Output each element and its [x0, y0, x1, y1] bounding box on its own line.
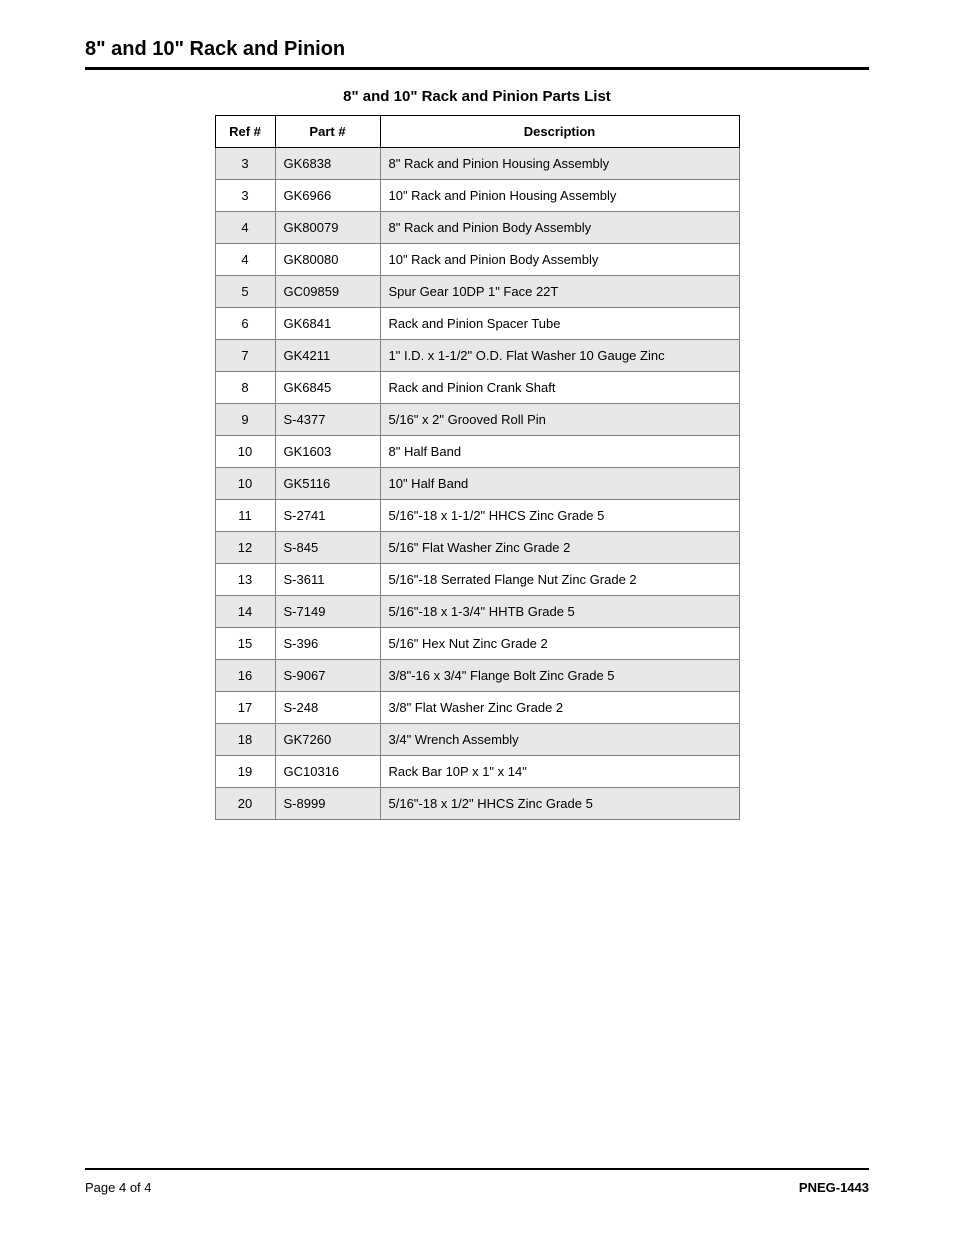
cell-part: GK6838 [275, 148, 380, 180]
table-row: 3GK68388" Rack and Pinion Housing Assemb… [215, 148, 739, 180]
page-title: 8" and 10" Rack and Pinion [85, 38, 869, 61]
cell-part: S-2741 [275, 500, 380, 532]
cell-part: S-8999 [275, 788, 380, 820]
cell-desc: Rack Bar 10P x 1" x 14" [380, 756, 739, 788]
cell-ref: 6 [215, 308, 275, 340]
cell-ref: 3 [215, 180, 275, 212]
cell-part: GK6841 [275, 308, 380, 340]
cell-desc: 8" Rack and Pinion Body Assembly [380, 212, 739, 244]
cell-ref: 5 [215, 276, 275, 308]
table-row: 4GK800798" Rack and Pinion Body Assembly [215, 212, 739, 244]
cell-part: S-845 [275, 532, 380, 564]
cell-part: GK4211 [275, 340, 380, 372]
col-header-part: Part # [275, 116, 380, 148]
cell-part: S-3611 [275, 564, 380, 596]
cell-desc: 3/8"-16 x 3/4" Flange Bolt Zinc Grade 5 [380, 660, 739, 692]
table-row: 11S-27415/16"-18 x 1-1/2" HHCS Zinc Grad… [215, 500, 739, 532]
cell-part: GC09859 [275, 276, 380, 308]
cell-ref: 4 [215, 212, 275, 244]
cell-part: GK6845 [275, 372, 380, 404]
table-row: 4GK8008010" Rack and Pinion Body Assembl… [215, 244, 739, 276]
col-header-desc: Description [380, 116, 739, 148]
cell-ref: 14 [215, 596, 275, 628]
page-header: 8" and 10" Rack and Pinion [85, 38, 869, 70]
col-header-ref: Ref # [215, 116, 275, 148]
cell-desc: 5/16" Flat Washer Zinc Grade 2 [380, 532, 739, 564]
table-row: 13S-36115/16"-18 Serrated Flange Nut Zin… [215, 564, 739, 596]
cell-ref: 8 [215, 372, 275, 404]
cell-desc: 10" Half Band [380, 468, 739, 500]
cell-desc: 8" Rack and Pinion Housing Assembly [380, 148, 739, 180]
cell-ref: 10 [215, 436, 275, 468]
table-title: 8" and 10" Rack and Pinion Parts List [85, 88, 869, 105]
table-row: 18GK72603/4" Wrench Assembly [215, 724, 739, 756]
table-row: 7GK42111" I.D. x 1-1/2" O.D. Flat Washer… [215, 340, 739, 372]
cell-ref: 17 [215, 692, 275, 724]
table-body: 3GK68388" Rack and Pinion Housing Assemb… [215, 148, 739, 820]
cell-ref: 16 [215, 660, 275, 692]
cell-desc: 3/8" Flat Washer Zinc Grade 2 [380, 692, 739, 724]
cell-desc: 5/16"-18 x 1-1/2" HHCS Zinc Grade 5 [380, 500, 739, 532]
cell-desc: 5/16" Hex Nut Zinc Grade 2 [380, 628, 739, 660]
table-row: 12S-8455/16" Flat Washer Zinc Grade 2 [215, 532, 739, 564]
cell-part: S-4377 [275, 404, 380, 436]
table-row: 16S-90673/8"-16 x 3/4" Flange Bolt Zinc … [215, 660, 739, 692]
cell-ref: 18 [215, 724, 275, 756]
cell-part: GK1603 [275, 436, 380, 468]
cell-ref: 19 [215, 756, 275, 788]
cell-ref: 20 [215, 788, 275, 820]
cell-part: GC10316 [275, 756, 380, 788]
cell-desc: 5/16" x 2" Grooved Roll Pin [380, 404, 739, 436]
cell-ref: 9 [215, 404, 275, 436]
cell-part: GK80079 [275, 212, 380, 244]
cell-part: S-7149 [275, 596, 380, 628]
cell-part: GK5116 [275, 468, 380, 500]
table-row: 5GC09859Spur Gear 10DP 1" Face 22T [215, 276, 739, 308]
cell-ref: 7 [215, 340, 275, 372]
footer-doc-id: PNEG-1443 [799, 1180, 869, 1195]
table-row: 17S-2483/8" Flat Washer Zinc Grade 2 [215, 692, 739, 724]
cell-desc: 5/16"-18 Serrated Flange Nut Zinc Grade … [380, 564, 739, 596]
parts-list-table: Ref # Part # Description 3GK68388" Rack … [215, 115, 740, 820]
table-row: 8GK6845Rack and Pinion Crank Shaft [215, 372, 739, 404]
cell-part: GK80080 [275, 244, 380, 276]
cell-desc: Spur Gear 10DP 1" Face 22T [380, 276, 739, 308]
footer-page-num: Page 4 of 4 [85, 1180, 152, 1195]
cell-ref: 3 [215, 148, 275, 180]
table-row: 20S-89995/16"-18 x 1/2" HHCS Zinc Grade … [215, 788, 739, 820]
cell-desc: 5/16"-18 x 1/2" HHCS Zinc Grade 5 [380, 788, 739, 820]
cell-ref: 12 [215, 532, 275, 564]
cell-part: GK6966 [275, 180, 380, 212]
cell-part: GK7260 [275, 724, 380, 756]
cell-ref: 13 [215, 564, 275, 596]
table-row: 19GC10316Rack Bar 10P x 1" x 14" [215, 756, 739, 788]
cell-ref: 15 [215, 628, 275, 660]
table-row: 3GK696610" Rack and Pinion Housing Assem… [215, 180, 739, 212]
cell-desc: 5/16"-18 x 1-3/4" HHTB Grade 5 [380, 596, 739, 628]
table-row: 15S-3965/16" Hex Nut Zinc Grade 2 [215, 628, 739, 660]
cell-desc: 3/4" Wrench Assembly [380, 724, 739, 756]
cell-desc: 10" Rack and Pinion Body Assembly [380, 244, 739, 276]
table-row: 10GK16038" Half Band [215, 436, 739, 468]
table-header-row: Ref # Part # Description [215, 116, 739, 148]
cell-part: S-248 [275, 692, 380, 724]
cell-part: S-9067 [275, 660, 380, 692]
cell-part: S-396 [275, 628, 380, 660]
table-row: 10GK511610" Half Band [215, 468, 739, 500]
page-footer: Page 4 of 4 PNEG-1443 [85, 1168, 869, 1195]
cell-desc: 8" Half Band [380, 436, 739, 468]
cell-desc: 10" Rack and Pinion Housing Assembly [380, 180, 739, 212]
cell-ref: 4 [215, 244, 275, 276]
cell-desc: 1" I.D. x 1-1/2" O.D. Flat Washer 10 Gau… [380, 340, 739, 372]
table-row: 9S-43775/16" x 2" Grooved Roll Pin [215, 404, 739, 436]
table-row: 14S-71495/16"-18 x 1-3/4" HHTB Grade 5 [215, 596, 739, 628]
cell-desc: Rack and Pinion Spacer Tube [380, 308, 739, 340]
table-row: 6GK6841Rack and Pinion Spacer Tube [215, 308, 739, 340]
cell-desc: Rack and Pinion Crank Shaft [380, 372, 739, 404]
cell-ref: 11 [215, 500, 275, 532]
cell-ref: 10 [215, 468, 275, 500]
